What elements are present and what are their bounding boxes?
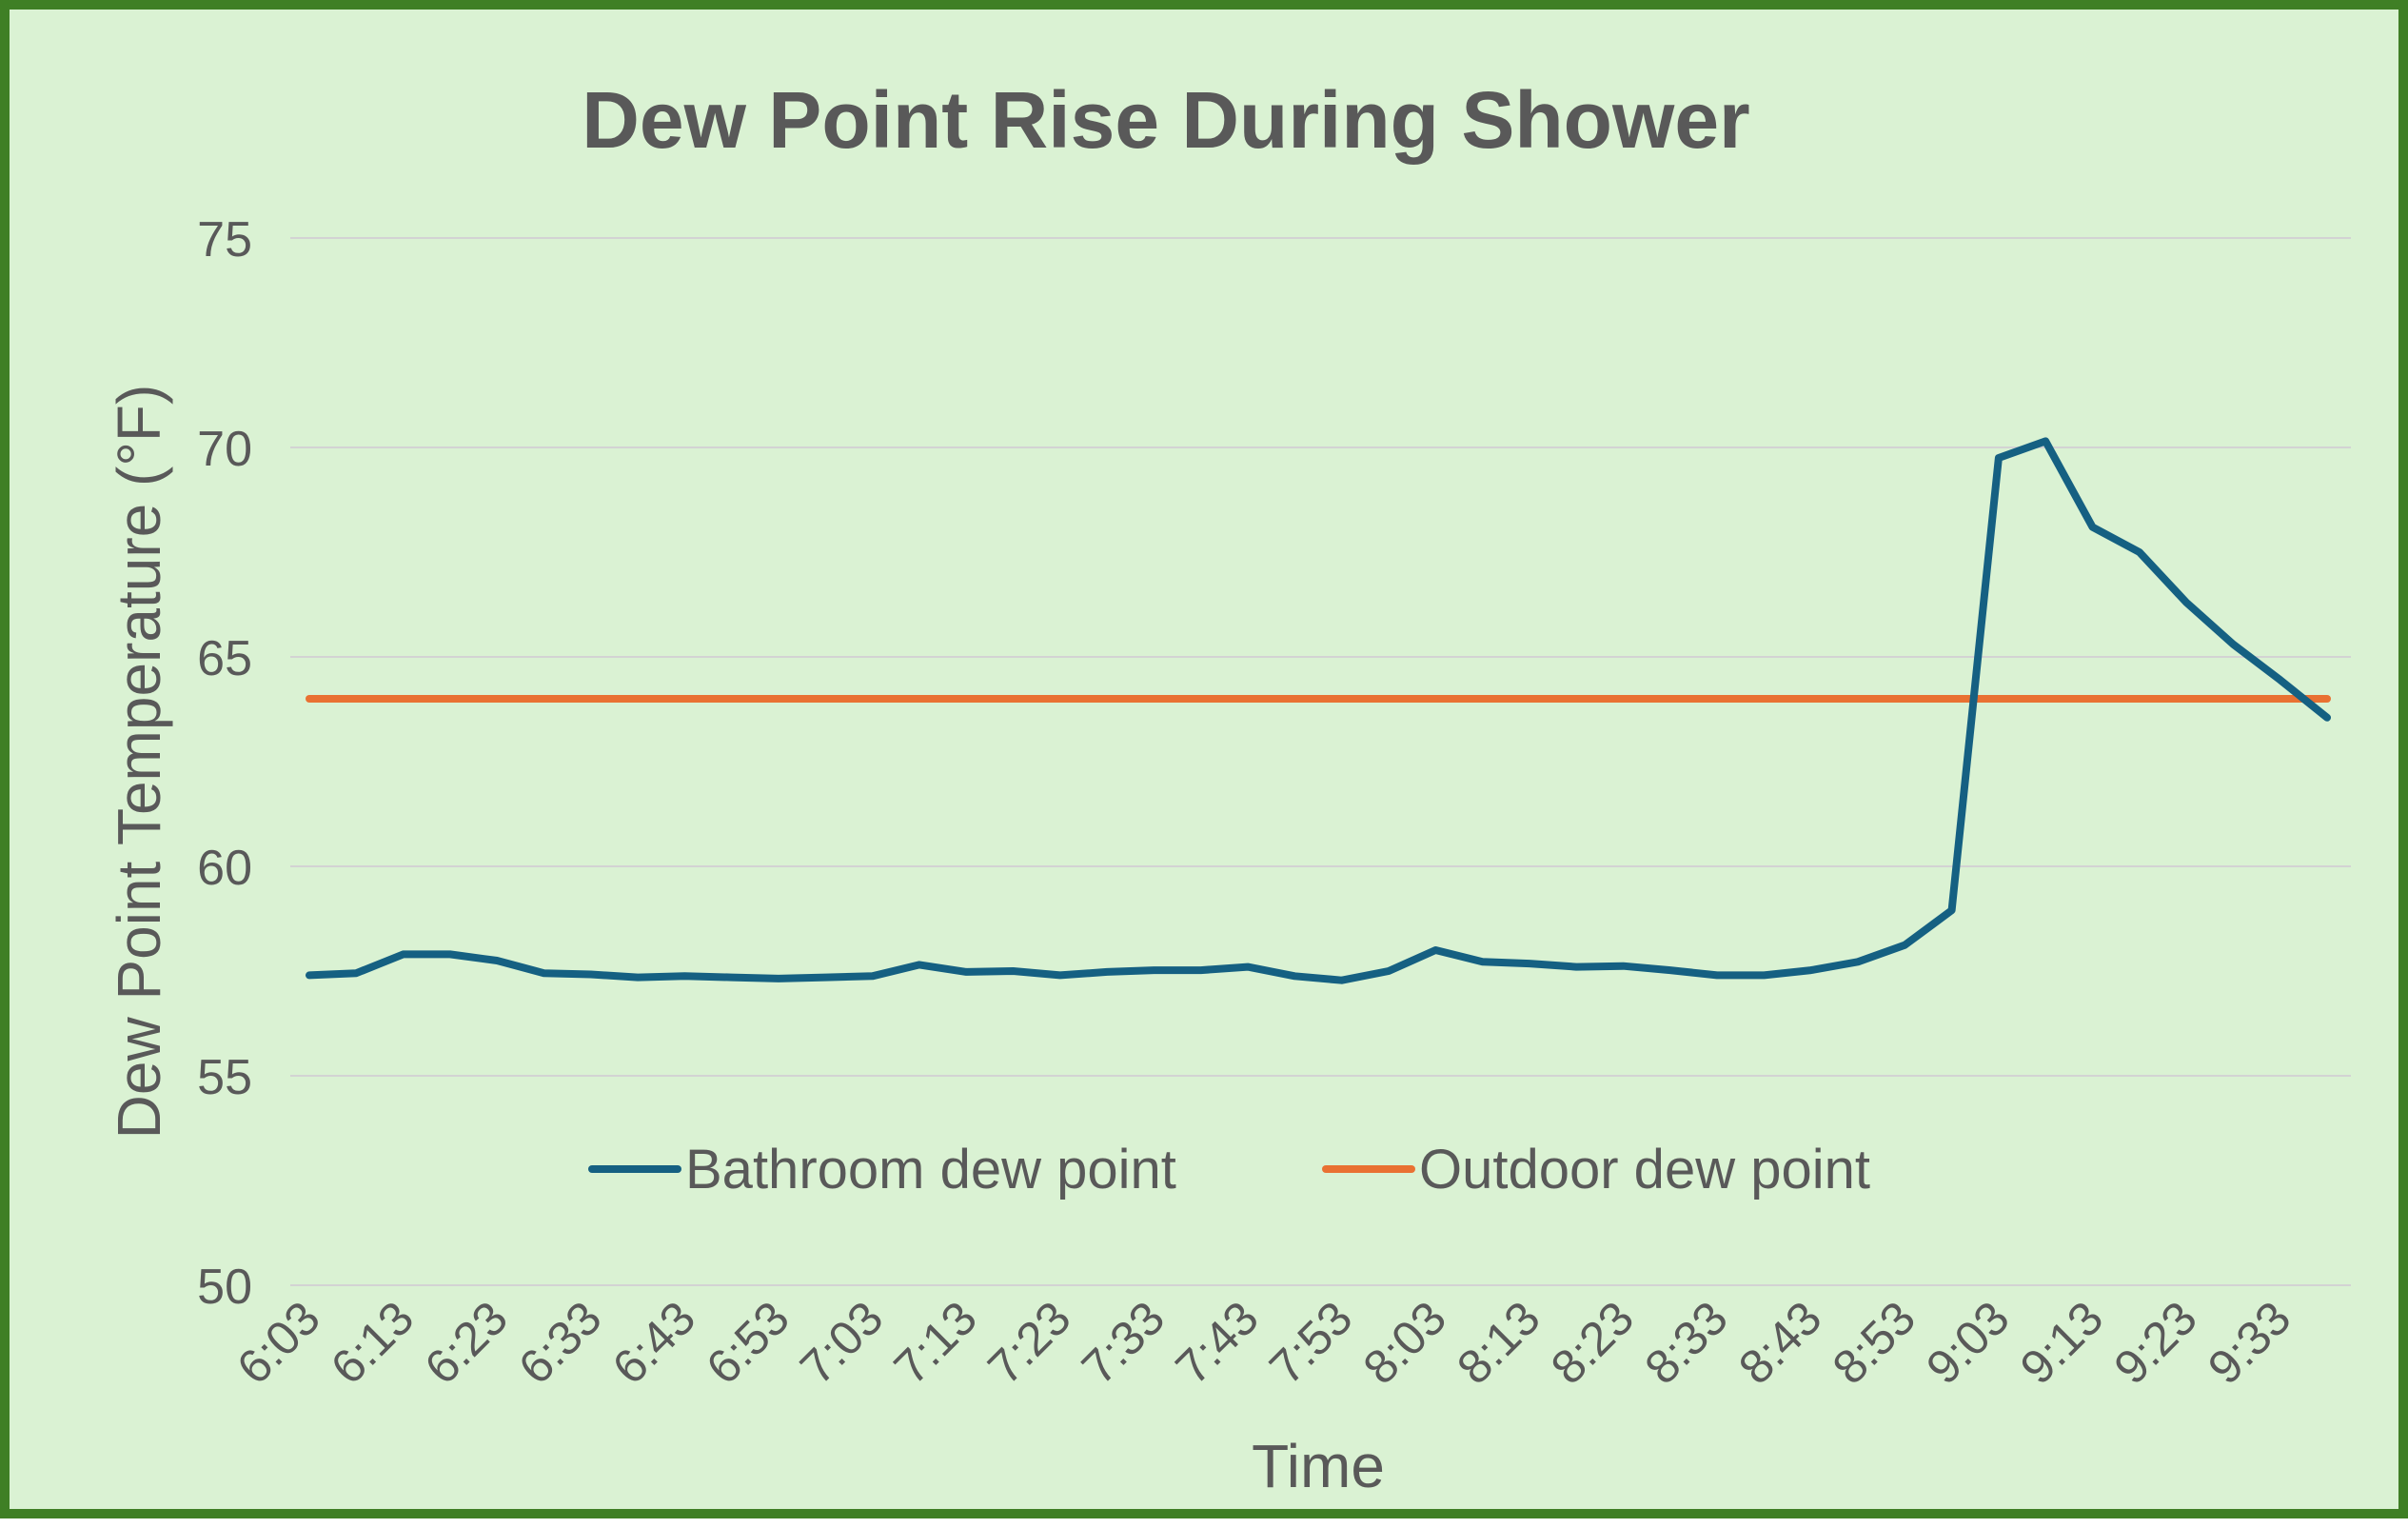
x-tick-label: 8:23 [1541,1291,1644,1394]
x-tick-label: 6:13 [321,1291,424,1394]
y-axis-title: Dew Point Temperature (°F) [105,385,173,1140]
series-line-bathroom-dew-point [306,437,2331,984]
x-tick-label: 9:03 [1916,1291,2019,1394]
x-tick-label: 8:53 [1823,1291,1925,1394]
legend: Bathroom dew point Outdoor dew point [588,1139,1870,1201]
x-tick-label: 7:53 [1259,1291,1362,1394]
y-tick-label: 55 [197,1050,252,1105]
x-tick-label: 7:33 [1072,1291,1174,1394]
x-tick-label: 6:23 [415,1291,518,1394]
x-tick-label: 8:33 [1634,1291,1737,1394]
y-axis-tick-labels: 50 55 60 65 70 75 [197,212,252,1315]
y-tick-label: 50 [197,1260,252,1315]
x-axis-tick-labels: 6:036:136:236:336:436:537:037:137:237:33… [227,1291,2300,1394]
x-tick-label: 9:33 [2198,1291,2300,1394]
x-tick-label: 8:13 [1447,1291,1549,1394]
x-axis-title: Time [1252,1432,1385,1500]
x-tick-label: 7:43 [1165,1291,1268,1394]
series-lines [306,437,2331,984]
x-tick-label: 6:43 [602,1291,705,1394]
x-tick-label: 6:53 [696,1291,799,1394]
y-tick-label: 60 [197,841,252,896]
x-tick-label: 7:03 [790,1291,893,1394]
y-tick-label: 70 [197,422,252,477]
legend-label-bathroom: Bathroom dew point [685,1139,1176,1201]
x-tick-label: 9:13 [2010,1291,2113,1394]
x-tick-label: 8:03 [1353,1291,1456,1394]
x-tick-label: 9:23 [2103,1291,2206,1394]
chart-title: Dew Point Rise During Shower [582,75,1749,165]
x-tick-label: 7:13 [884,1291,987,1394]
x-tick-label: 7:23 [977,1291,1080,1394]
dew-point-line-chart: Dew Point Rise During Shower 50 55 60 65 70 7… [105,75,2351,1500]
legend-label-outdoor: Outdoor dew point [1419,1139,1870,1201]
gridlines [290,237,2351,1286]
x-tick-label: 6:33 [508,1291,611,1394]
y-tick-label: 75 [197,212,252,268]
y-tick-label: 65 [197,631,252,686]
x-tick-label: 8:43 [1728,1291,1831,1394]
